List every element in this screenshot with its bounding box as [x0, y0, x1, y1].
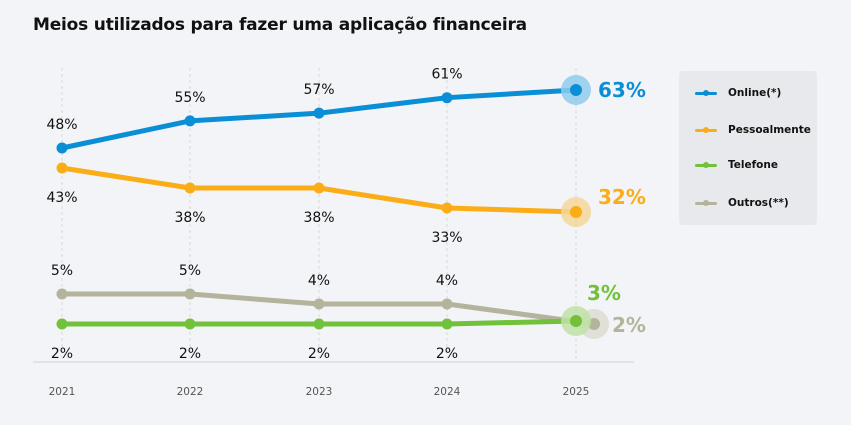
- x-tick-label: 2023: [306, 386, 333, 398]
- legend: Online(*) Pessoalmente Telefone Outros(*…: [679, 71, 817, 225]
- data-label-online: 57%: [303, 82, 334, 98]
- data-label-online: 55%: [174, 90, 205, 106]
- end-point-online[interactable]: [570, 83, 582, 96]
- data-point-telefone[interactable]: [313, 318, 325, 330]
- data-label-online: 61%: [431, 67, 462, 83]
- x-tick-label: 2024: [434, 386, 461, 398]
- legend-label: Online(*): [728, 87, 782, 99]
- legend-label: Pessoalmente: [728, 124, 811, 136]
- data-label-online: 48%: [46, 117, 77, 133]
- data-label-pessoalmente: 38%: [174, 210, 205, 226]
- data-point-pessoalmente[interactable]: [184, 182, 196, 194]
- data-point-telefone[interactable]: [56, 318, 68, 330]
- data-point-online[interactable]: [313, 107, 325, 119]
- legend-swatch-online: [695, 85, 717, 101]
- data-label-pessoalmente: 33%: [431, 230, 462, 246]
- x-tick-label: 2021: [49, 386, 76, 398]
- data-labels: 5% 5% 4% 4% 2% 2% 2% 2% 2% 3% 43% 38% 38% 33% 32% 48% 55…: [46, 67, 646, 362]
- series-line-outros: [59, 291, 597, 327]
- data-point-pessoalmente[interactable]: [56, 162, 68, 174]
- data-label-telefone: 2%: [308, 346, 330, 362]
- data-label-pessoalmente: 38%: [303, 210, 334, 226]
- end-value-label-pessoalmente: 32%: [598, 185, 646, 209]
- legend-item-telefone[interactable]: Telefone: [695, 157, 778, 173]
- data-label-telefone: 2%: [436, 346, 458, 362]
- data-point-online[interactable]: [56, 142, 68, 154]
- legend-label: Outros(**): [728, 197, 789, 209]
- data-point-outros[interactable]: [184, 288, 196, 300]
- data-label-outros: 4%: [308, 273, 330, 289]
- legend-swatch-telefone: [695, 157, 717, 173]
- legend-item-outros[interactable]: Outros(**): [695, 195, 789, 211]
- data-label-outros: 5%: [51, 263, 73, 279]
- legend-label: Telefone: [728, 159, 778, 171]
- chart-title: Meios utilizados para fazer uma aplicaçã…: [33, 15, 527, 35]
- legend-item-online[interactable]: Online(*): [695, 85, 781, 101]
- data-point-pessoalmente[interactable]: [313, 182, 325, 194]
- legend-item-pessoalmente[interactable]: Pessoalmente: [695, 122, 811, 138]
- data-point-outros[interactable]: [313, 298, 325, 310]
- series-lines: [56, 74, 609, 339]
- data-label-outros: 5%: [179, 263, 201, 279]
- legend-swatch-pessoalmente: [695, 122, 717, 138]
- data-point-pessoalmente[interactable]: [441, 202, 453, 214]
- end-point-pessoalmente[interactable]: [570, 206, 582, 218]
- data-label-pessoalmente: 43%: [46, 190, 77, 206]
- data-label-outros: 4%: [436, 273, 458, 289]
- data-point-outros[interactable]: [441, 298, 453, 310]
- end-value-label-telefone: 3%: [587, 281, 621, 305]
- data-point-telefone[interactable]: [184, 318, 196, 330]
- legend-swatch-outros: [695, 195, 717, 211]
- x-tick-label: 2022: [177, 386, 204, 398]
- data-label-telefone: 2%: [51, 346, 73, 362]
- data-point-telefone[interactable]: [441, 318, 453, 330]
- data-label-telefone: 2%: [179, 346, 201, 362]
- end-value-label-outros: 2%: [612, 313, 646, 337]
- x-tick-label: 2025: [563, 386, 590, 398]
- end-value-label-online: 63%: [598, 78, 646, 102]
- data-point-outros[interactable]: [56, 288, 68, 300]
- data-point-online[interactable]: [184, 115, 196, 127]
- end-point-telefone[interactable]: [570, 315, 582, 327]
- x-tick-labels: 2021 2022 2023 2024 2025: [49, 386, 590, 398]
- data-point-online[interactable]: [441, 92, 453, 104]
